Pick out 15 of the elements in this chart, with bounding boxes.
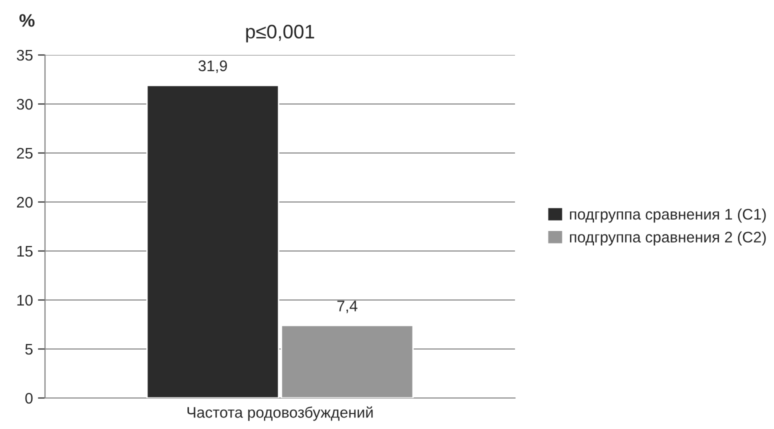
data-label: 31,9 <box>198 60 227 74</box>
y-tick-label: 10 <box>17 294 33 306</box>
y-tick-label: 15 <box>17 246 33 257</box>
legend-label: подгруппа сравнения 2 (С2) <box>570 231 766 246</box>
legend-label: подгруппа сравнения 1 (С1) <box>570 208 766 223</box>
y-tick-label: 35 <box>16 50 33 61</box>
y-tick-label: 0 <box>25 392 33 404</box>
y-tick-label: 30 <box>16 98 33 110</box>
y-tick-label: 5 <box>25 344 33 355</box>
data-label: 7,4 <box>337 300 358 314</box>
x-tick-label: Частота родовозбуждений <box>188 406 373 421</box>
y-tick-label: 25 <box>16 148 33 159</box>
y-tick-label: 20 <box>16 196 33 208</box>
chart-title: p≤0,001 <box>246 24 314 42</box>
y-axis-title: % <box>19 14 35 27</box>
